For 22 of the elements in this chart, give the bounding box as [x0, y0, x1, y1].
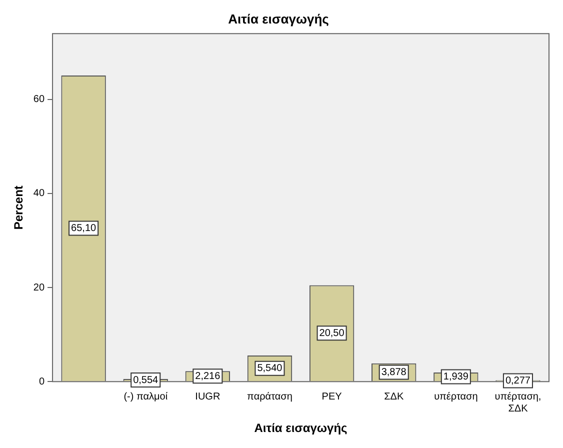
data-label: 3,878 [381, 366, 407, 378]
x-tick-label: ΡΕΥ [322, 391, 342, 402]
data-label: 5,540 [257, 363, 283, 374]
data-label: 0,554 [133, 374, 159, 386]
x-tick-label: υπέρταση, ΣΔΚ [494, 391, 542, 414]
x-axis-title: Αιτία εισαγωγής [254, 421, 348, 436]
y-tick-label: 0 [38, 376, 45, 388]
y-tick-label: 60 [33, 94, 45, 106]
data-label: 0,277 [505, 375, 531, 386]
x-tick-label: IUGR [195, 391, 220, 402]
y-tick-label: 40 [33, 188, 45, 200]
x-tick-label: (-) παλμοί [124, 391, 168, 402]
data-label: 65,10 [71, 223, 96, 234]
chart-title: Αιτία εισαγωγής [228, 11, 330, 26]
data-label: 2,216 [195, 370, 221, 382]
x-tick-label: παράταση [247, 391, 292, 402]
y-axis-title: Percent [12, 186, 26, 230]
data-label: 1,939 [443, 372, 469, 383]
y-tick-label: 20 [33, 282, 45, 294]
x-tick-label: ΣΔΚ [384, 391, 404, 402]
x-tick-label: υπέρταση [434, 391, 478, 402]
data-label: 20,50 [319, 328, 345, 339]
